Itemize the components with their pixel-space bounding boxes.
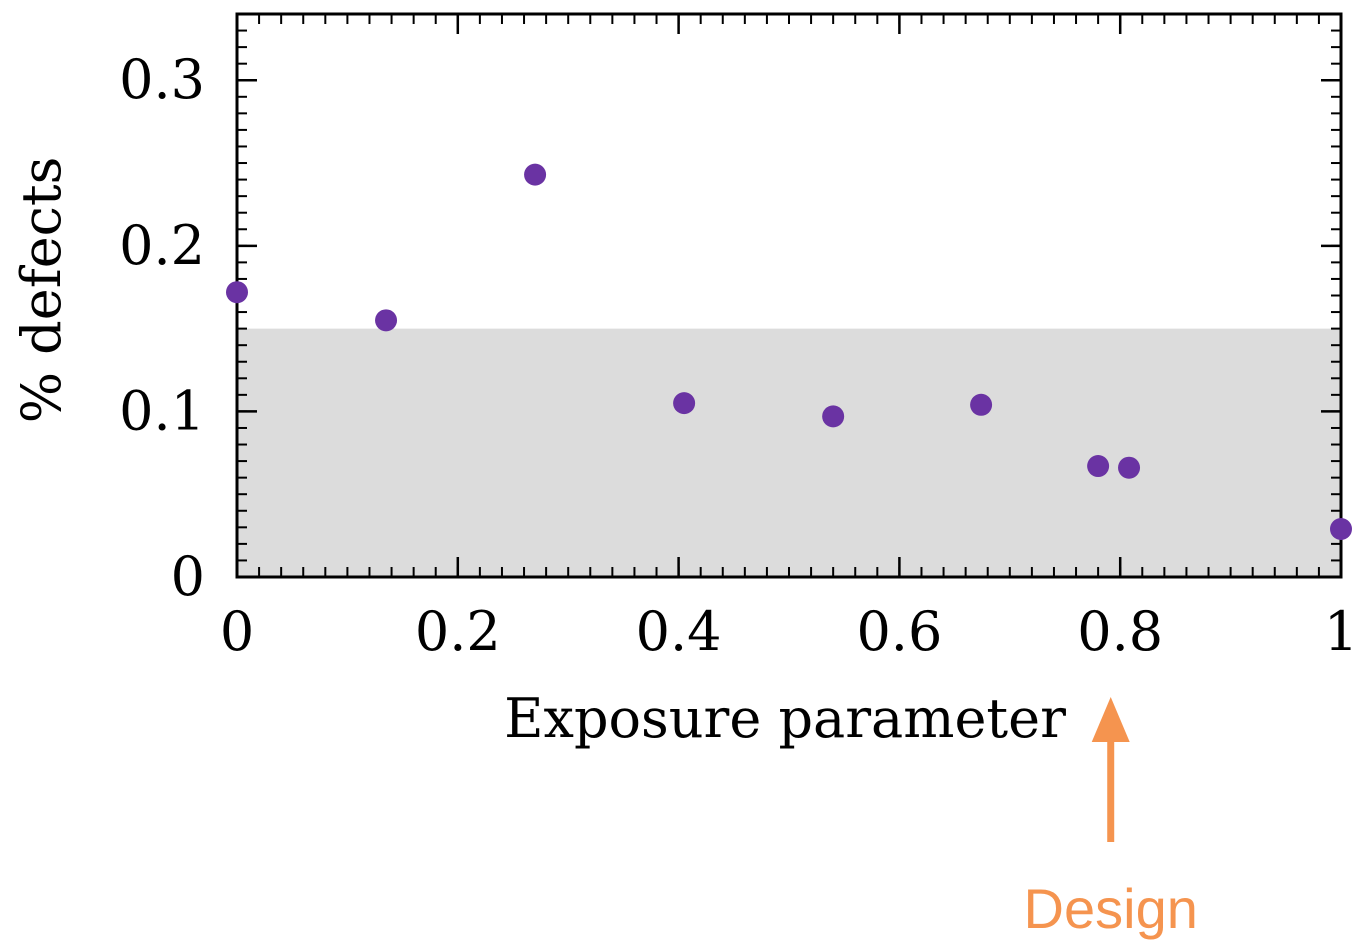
data-point [970, 393, 993, 416]
x-tick-label: 0.2 [415, 600, 501, 663]
data-point [226, 281, 248, 304]
x-axis-title: Exposure parameter [504, 687, 1066, 750]
x-tick-label: 1 [1324, 600, 1356, 663]
data-point [375, 309, 398, 332]
annotations: Design [1024, 697, 1198, 940]
x-tick-label: 0.4 [636, 600, 722, 663]
data-point [673, 392, 696, 415]
data-point [822, 405, 845, 428]
data-point [1118, 456, 1141, 479]
design-annotation-label: Design [1024, 877, 1198, 940]
x-tick-labels: 0 0.2 0.4 0.6 0.8 1 [220, 600, 1356, 663]
data-point [1330, 517, 1352, 540]
shaded-band [237, 328, 1341, 577]
y-tick-labels: 0 0.1 0.2 0.3 [119, 48, 205, 608]
data-point [1087, 455, 1110, 478]
data-point [524, 163, 547, 186]
annotation-arrow-head [1091, 697, 1130, 742]
x-tick-label: 0.8 [1077, 600, 1163, 663]
x-tick-label: 0 [220, 600, 254, 663]
x-tick-label: 0.6 [856, 600, 942, 663]
y-tick-label: 0.2 [119, 214, 205, 277]
y-tick-label: 0 [171, 545, 205, 608]
y-tick-label: 0.3 [119, 48, 205, 111]
y-tick-label: 0.1 [119, 379, 205, 442]
y-axis-title: % defects [10, 157, 73, 424]
data-points [226, 163, 1352, 540]
